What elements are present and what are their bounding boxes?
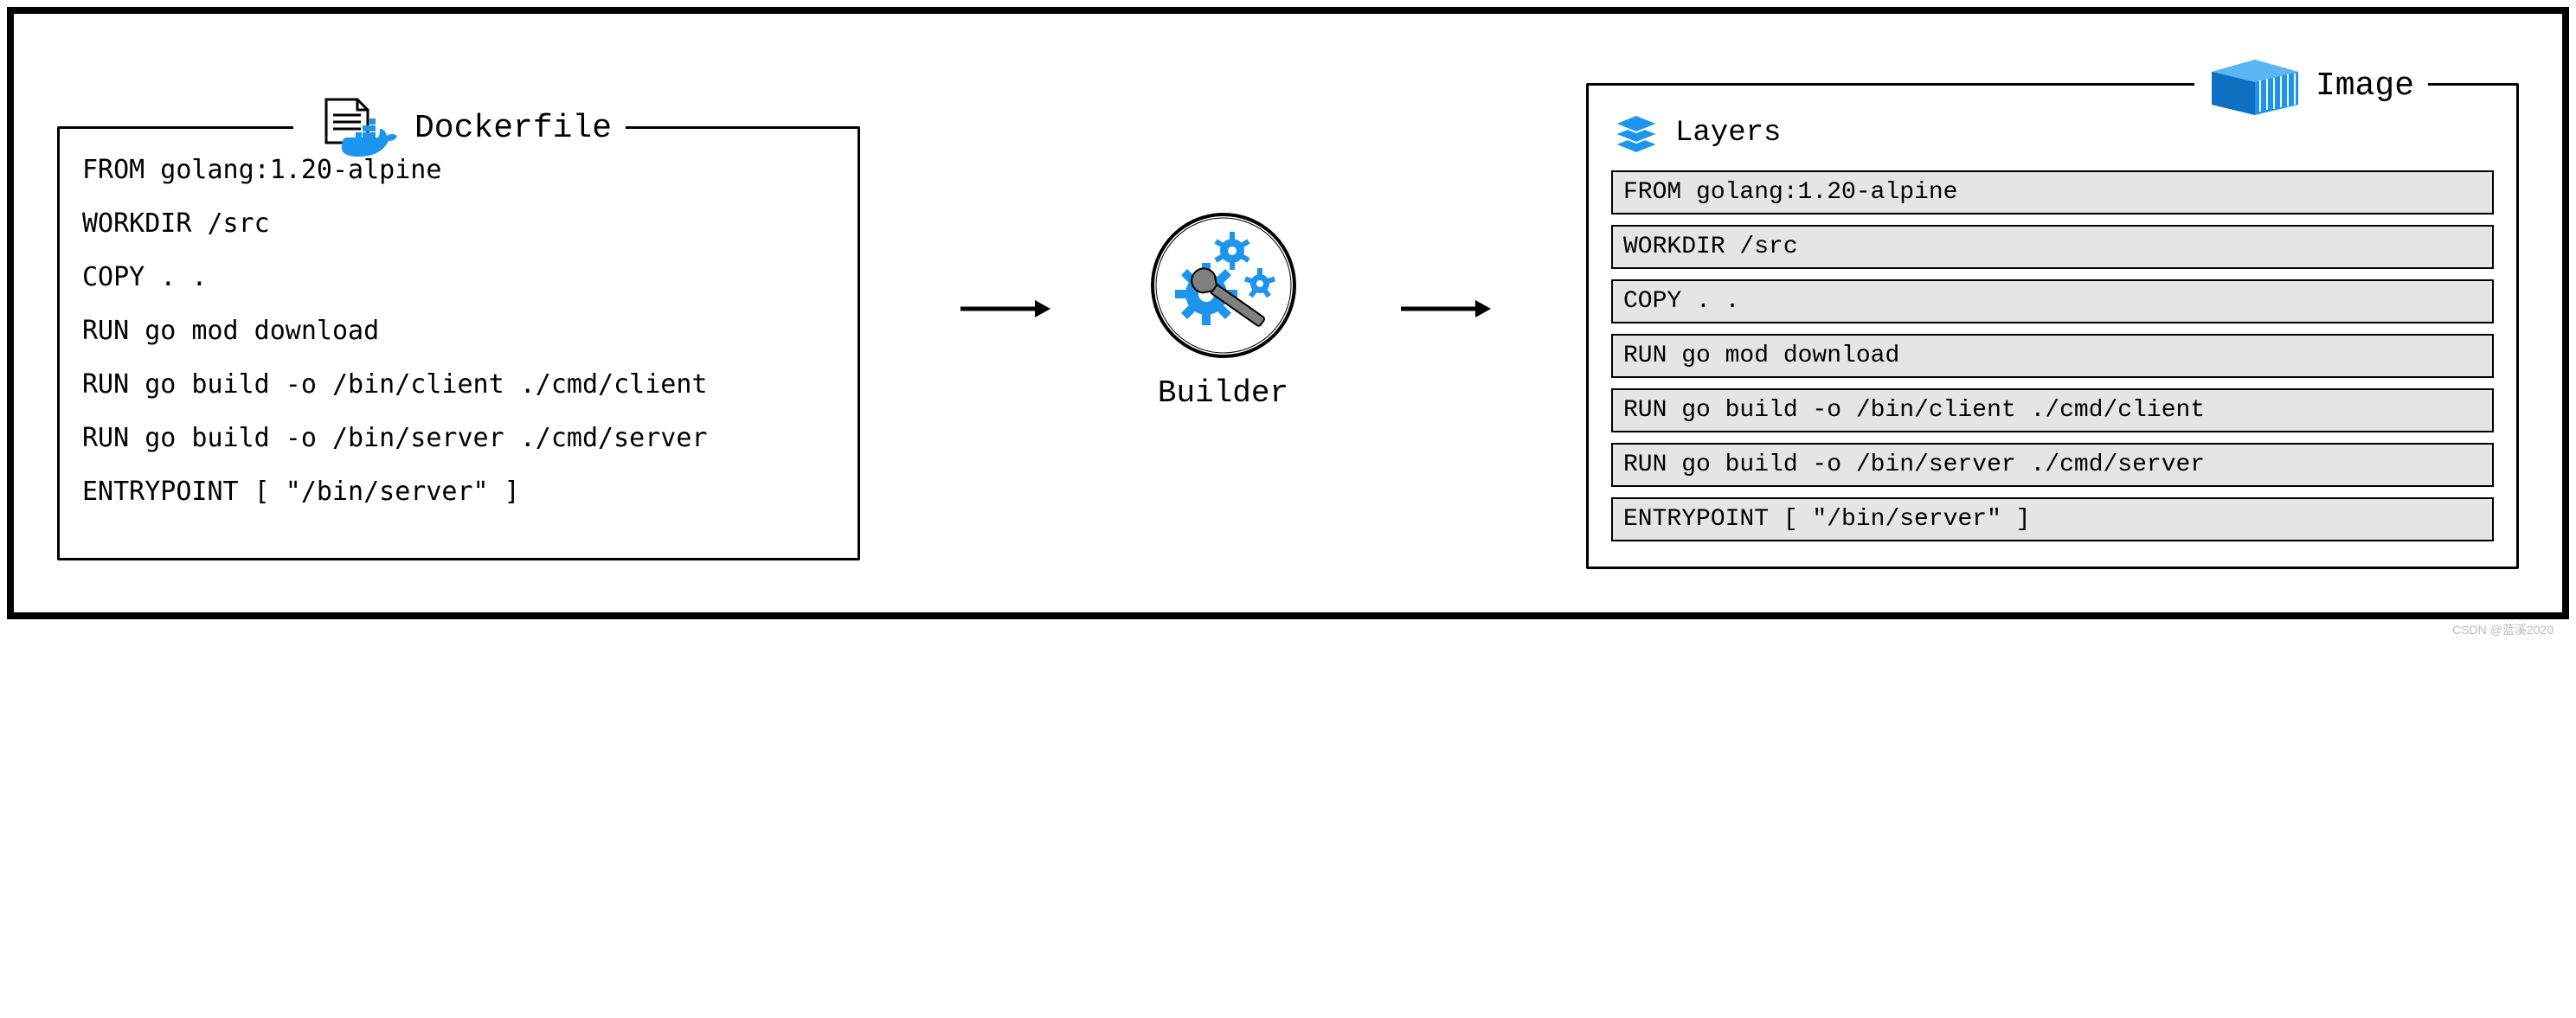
layer-row: RUN go build -o /bin/client ./cmd/client	[1611, 388, 2494, 432]
layers-header: Layers	[1611, 112, 2494, 155]
dockerfile-title: Dockerfile	[414, 110, 612, 147]
builder-label: Builder	[1158, 375, 1288, 411]
image-panel: Image Layers FROM golang:1.20-alpine WOR…	[1586, 83, 2519, 569]
diagram-frame: Dockerfile FROM golang:1.20-alpine WORKD…	[7, 7, 2569, 619]
watermark: CSDN @蓝溪2020	[2452, 621, 2554, 638]
dockerfile-panel: Dockerfile FROM golang:1.20-alpine WORKD…	[57, 126, 860, 560]
dockerfile-line: WORKDIR /src	[82, 208, 835, 240]
layers-label: Layers	[1675, 117, 1781, 150]
layer-row: FROM golang:1.20-alpine	[1611, 170, 2494, 214]
arrow-icon	[1396, 291, 1491, 326]
dockerfile-line: FROM golang:1.20-alpine	[82, 155, 835, 186]
layer-row: RUN go build -o /bin/server ./cmd/server	[1611, 443, 2494, 487]
layer-row: RUN go mod download	[1611, 334, 2494, 378]
dockerfile-title-wrap: Dockerfile	[293, 98, 626, 158]
layer-row: ENTRYPOINT [ "/bin/server" ]	[1611, 497, 2494, 541]
dockerfile-line: RUN go mod download	[82, 316, 835, 347]
image-title-wrap: Image	[2194, 54, 2428, 117]
builder-block: Builder	[1146, 208, 1301, 411]
dockerfile-line: RUN go build -o /bin/client ./cmd/client	[82, 369, 835, 400]
dockerfile-line: COPY . .	[82, 262, 835, 293]
diagram-row: Dockerfile FROM golang:1.20-alpine WORKD…	[57, 48, 2519, 569]
image-title: Image	[2316, 67, 2414, 105]
layers-icon	[1611, 112, 1661, 155]
builder-icon	[1146, 208, 1301, 363]
dockerfile-line: ENTRYPOINT [ "/bin/server" ]	[82, 477, 835, 508]
layer-row: WORKDIR /src	[1611, 225, 2494, 269]
layer-row: COPY . .	[1611, 279, 2494, 323]
dockerfile-icon	[307, 98, 402, 158]
arrow-icon	[955, 291, 1050, 326]
dockerfile-line: RUN go build -o /bin/server ./cmd/server	[82, 423, 835, 454]
container-icon	[2208, 54, 2303, 117]
